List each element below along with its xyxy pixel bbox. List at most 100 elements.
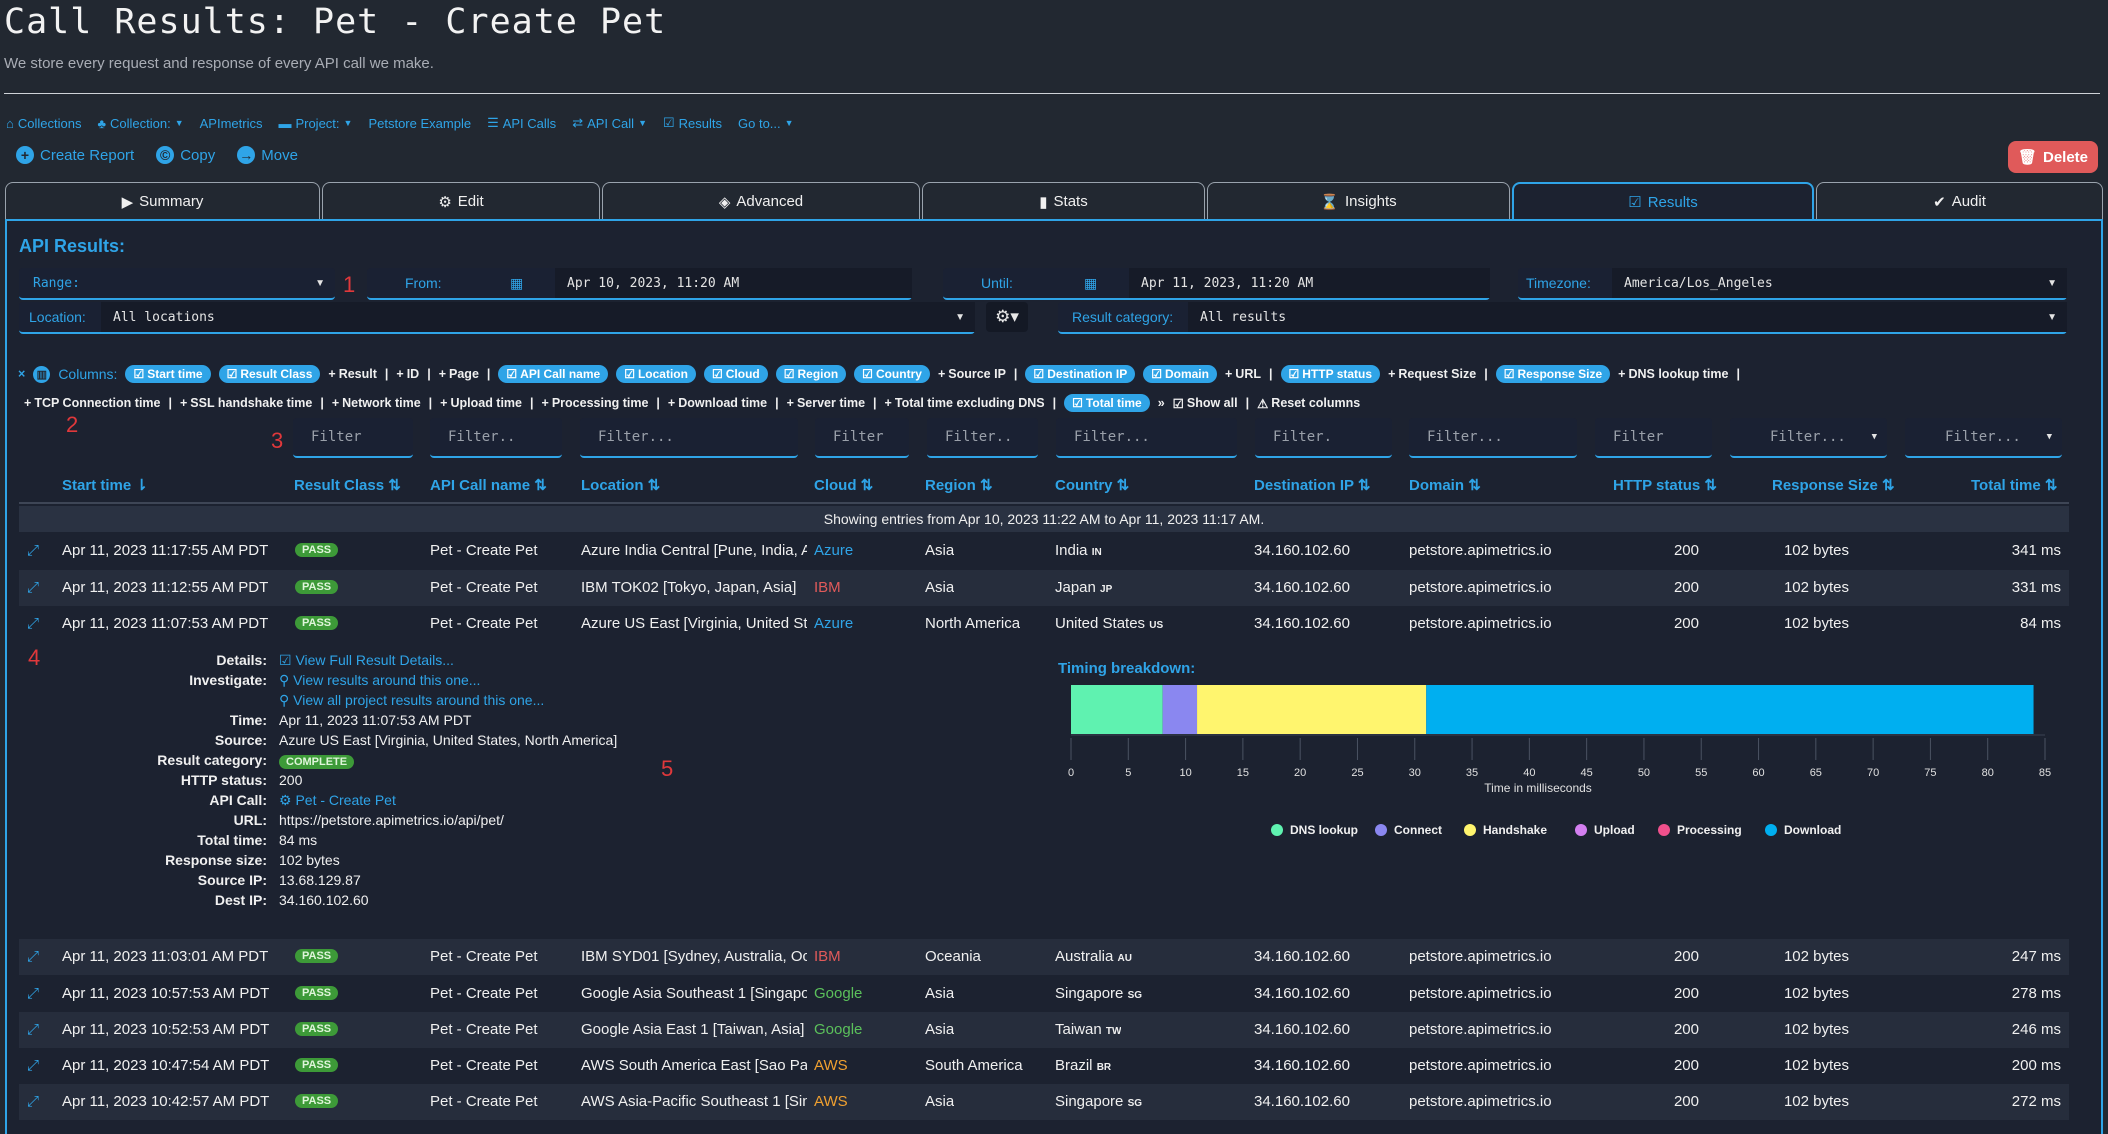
reset-columns-button[interactable]: ⚠ Reset columns: [1257, 396, 1361, 411]
move-button[interactable]: → Move: [237, 146, 298, 164]
column-toggle-domain[interactable]: ☑ Domain: [1143, 365, 1217, 383]
column-toggle-cloud[interactable]: ☑ Cloud: [703, 365, 768, 383]
expand-icon[interactable]: ⤢: [27, 542, 40, 559]
view-project-results-link[interactable]: ⚲ View all project results around this o…: [279, 692, 545, 708]
crumb-collection-dropdown[interactable]: ♣ Collection: ▼: [97, 115, 184, 131]
table-row[interactable]: ⤢ Apr 11, 2023 10:42:57 AM PDT PASS Pet - C…: [19, 1084, 2069, 1120]
tab-insights[interactable]: ⌛ Insights: [1207, 182, 1510, 220]
tab-audit[interactable]: ✔ Audit: [1816, 182, 2103, 220]
column-toggle-result-class[interactable]: ☑ Result Class: [218, 365, 321, 383]
crumb-goto-dropdown[interactable]: Go to... ▼: [738, 115, 794, 131]
header-result-class[interactable]: Result Class ⇅: [294, 477, 401, 494]
column-toggle-network-time[interactable]: + Network time: [331, 396, 421, 410]
crumb-results[interactable]: ☑ Results: [662, 115, 722, 131]
header-api-call-name[interactable]: API Call name ⇅: [430, 477, 547, 494]
column-toggle-source-ip[interactable]: + Source IP: [937, 367, 1006, 381]
column-toggle-location[interactable]: ☑ Location: [616, 365, 696, 383]
table-row[interactable]: ⤢ Apr 11, 2023 10:52:53 AM PDT PASS Pet - C…: [19, 1012, 2069, 1048]
filter-cloud[interactable]: Filter..: [927, 418, 1038, 458]
column-toggle-processing-time[interactable]: + Processing time: [541, 396, 649, 410]
header-location[interactable]: Location ⇅: [581, 477, 661, 494]
table-row[interactable]: ⤢ Apr 11, 2023 11:17:55 AM PDT PASS Pet - C…: [19, 533, 2069, 569]
location-select[interactable]: Location: All locations ▼: [19, 302, 975, 334]
tab-stats[interactable]: ▮ Stats: [922, 182, 1205, 220]
timezone-select[interactable]: Timezone: America/Los_Angeles ▼: [1518, 268, 2067, 300]
crumb-collections[interactable]: ⌂ Collections: [6, 115, 82, 131]
tab-edit[interactable]: ⚙ Edit: [322, 182, 600, 220]
column-toggle-id[interactable]: + ID: [396, 367, 420, 381]
crumb-apimetrics[interactable]: APImetrics: [199, 115, 263, 131]
column-toggle-total-time-excluding-dns[interactable]: + Total time excluding DNS: [884, 396, 1045, 410]
column-toggle-url[interactable]: + URL: [1224, 367, 1261, 381]
tab-summary[interactable]: ▶ Summary: [5, 182, 320, 220]
crumb-api-call-dropdown[interactable]: ⇄ API Call ▼: [572, 115, 647, 131]
column-toggle-dns-lookup-time[interactable]: + DNS lookup time: [1618, 367, 1729, 381]
table-row[interactable]: ⤢ Apr 11, 2023 10:57:53 AM PDT PASS Pet - C…: [19, 976, 2069, 1012]
crumb-project-dropdown[interactable]: ▬ Project: ▼: [278, 115, 353, 131]
copy-button[interactable]: © Copy: [156, 146, 215, 164]
header-total-time[interactable]: Total time ⇅: [1971, 477, 2058, 494]
tab-advanced[interactable]: ◈ Advanced: [602, 182, 920, 220]
expand-icon[interactable]: ⤢: [27, 615, 40, 632]
until-field[interactable]: Until: ▦ Apr 11, 2023, 11:20 AM: [943, 268, 1490, 300]
column-toggle-http-status[interactable]: ☑ HTTP status: [1280, 365, 1381, 383]
column-toggle-response-size[interactable]: ☑ Response Size: [1495, 365, 1611, 383]
table-row[interactable]: ⤢ Apr 11, 2023 11:07:53 AM PDT PASS Pet - C…: [19, 606, 2069, 642]
close-icon[interactable]: ×: [18, 367, 26, 381]
table-row[interactable]: ⤢ Apr 11, 2023 11:12:55 AM PDT PASS Pet - C…: [19, 570, 2069, 606]
header-destination-ip[interactable]: Destination IP ⇅: [1254, 477, 1371, 494]
column-toggle-api-call-name[interactable]: ☑ API Call name: [498, 365, 609, 383]
column-toggle-server-time[interactable]: + Server time: [786, 396, 866, 410]
column-toggle-destination-ip[interactable]: ☑ Destination IP: [1025, 365, 1136, 383]
filter-region[interactable]: Filter...: [1056, 418, 1237, 458]
filter-destination-ip[interactable]: Filter...: [1409, 418, 1577, 458]
expand-icon[interactable]: ⤢: [27, 1093, 40, 1110]
header-response-size[interactable]: Response Size ⇅: [1772, 477, 1895, 494]
filter-domain[interactable]: Filter: [1595, 418, 1712, 458]
header-region[interactable]: Region ⇅: [925, 477, 993, 494]
crumb-petstore[interactable]: Petstore Example: [368, 115, 472, 131]
header-country[interactable]: Country ⇅: [1055, 477, 1130, 494]
crumb-api-calls[interactable]: ☰ API Calls: [487, 115, 557, 131]
range-select[interactable]: Range: ▼: [19, 268, 335, 300]
result-category-select[interactable]: Result category: All results ▼: [1058, 302, 2067, 334]
filter-location[interactable]: Filter: [815, 418, 909, 458]
column-toggle-total-time[interactable]: ☑ Total time: [1064, 394, 1150, 412]
expand-icon[interactable]: ⤢: [27, 1021, 40, 1038]
delete-button[interactable]: 🗑 Delete: [2008, 141, 2098, 173]
filter-response-size[interactable]: Filter... ▼: [1905, 418, 2062, 458]
column-toggle-tcp-connection-time[interactable]: + TCP Connection time: [24, 396, 161, 410]
table-row[interactable]: ⤢ Apr 11, 2023 11:03:01 AM PDT PASS Pet - C…: [19, 939, 2069, 975]
column-toggle-country[interactable]: ☑ Country: [854, 365, 930, 383]
column-toggle-upload-time[interactable]: + Upload time: [440, 396, 523, 410]
column-toggle-page[interactable]: + Page: [438, 367, 479, 381]
column-toggle-start-time[interactable]: ☑ Start time: [125, 365, 211, 383]
header-cloud[interactable]: Cloud ⇅: [814, 477, 874, 494]
filter-start-time[interactable]: Filter: [293, 418, 413, 458]
show-all-button[interactable]: ☑ Show all: [1172, 396, 1238, 411]
filter-result-class[interactable]: Filter..: [430, 418, 562, 458]
expand-icon[interactable]: ⤢: [27, 579, 40, 596]
filter-country[interactable]: Filter.: [1255, 418, 1392, 458]
view-full-result-link[interactable]: ☑ View Full Result Details...: [279, 652, 454, 668]
from-field[interactable]: From: ▦ Apr 10, 2023, 11:20 AM: [367, 268, 912, 300]
header-start-time[interactable]: Start time ⇂: [62, 477, 148, 494]
create-report-button[interactable]: + Create Report: [16, 146, 134, 164]
header-domain[interactable]: Domain ⇅: [1409, 477, 1481, 494]
column-toggle-download-time[interactable]: + Download time: [667, 396, 768, 410]
table-row[interactable]: ⤢ Apr 11, 2023 10:47:54 AM PDT PASS Pet - C…: [19, 1048, 2069, 1084]
expand-icon[interactable]: ⤢: [27, 1057, 40, 1074]
view-results-around-link[interactable]: ⚲ View results around this one...: [279, 672, 481, 688]
filter-http-status[interactable]: Filter... ▼: [1730, 418, 1887, 458]
column-toggle-request-size[interactable]: + Request Size: [1388, 367, 1477, 381]
header-http-status[interactable]: HTTP status ⇅: [1613, 477, 1717, 494]
column-toggle-region[interactable]: ☑ Region: [775, 365, 847, 383]
column-toggle-ssl-handshake-time[interactable]: + SSL handshake time: [179, 396, 313, 410]
expand-icon[interactable]: ⤢: [27, 985, 40, 1002]
filter-api-call-name[interactable]: Filter...: [580, 418, 798, 458]
expand-icon[interactable]: ⤢: [27, 948, 40, 965]
column-toggle-result[interactable]: + Result: [328, 367, 377, 381]
tab-results[interactable]: ☑ Results: [1512, 182, 1814, 220]
location-settings-button[interactable]: ⚙▾: [986, 302, 1028, 332]
detail-api-call-link[interactable]: ⚙ Pet - Create Pet: [279, 792, 396, 808]
